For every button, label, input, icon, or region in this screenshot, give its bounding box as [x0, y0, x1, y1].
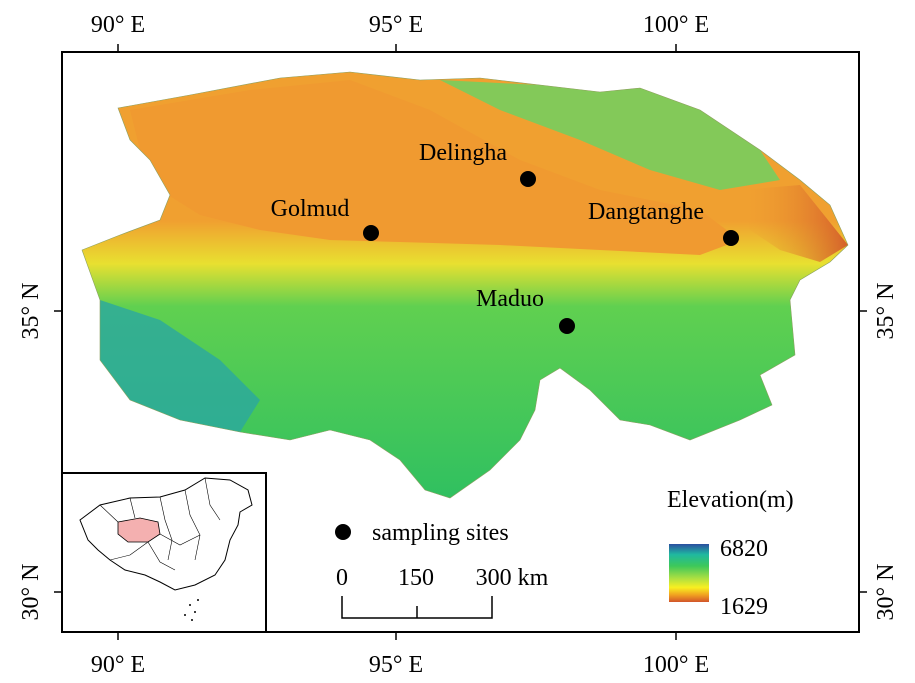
- elevation-min-label: 1629: [720, 594, 768, 620]
- bottom-tick-label-90: 90° E: [91, 652, 145, 678]
- site-delingha: Delingha: [419, 140, 536, 187]
- legend-sites-label: sampling sites: [372, 520, 509, 546]
- right-tick-label-35: 35° N: [873, 283, 899, 340]
- site-label: Delingha: [419, 140, 507, 166]
- scale-label-0: 0: [336, 565, 348, 591]
- top-tick-label-95: 95° E: [369, 12, 423, 38]
- left-tick-label-35: 35° N: [18, 283, 44, 340]
- scale-bar: 0 150 300 km: [336, 565, 549, 619]
- elevation-max-label: 6820: [720, 536, 768, 562]
- site-label: Maduo: [476, 286, 544, 312]
- site-marker: [559, 318, 575, 334]
- qinghai-highlight: [117, 517, 161, 543]
- china-inset-map: [61, 472, 267, 633]
- site-marker: [520, 171, 536, 187]
- site-marker: [363, 225, 379, 241]
- legend-site-marker: [335, 524, 351, 540]
- top-tick-label-90: 90° E: [91, 12, 145, 38]
- scale-bar-line: [341, 596, 493, 619]
- graticule-ticks: [54, 44, 867, 640]
- site-dangtanghe: Dangtanghe: [588, 199, 739, 246]
- left-tick-label-30: 30° N: [18, 564, 44, 621]
- elevation-title: Elevation(m): [667, 487, 794, 513]
- sampling-sites-legend: sampling sites: [335, 520, 509, 546]
- site-maduo: Maduo: [476, 286, 575, 334]
- bottom-tick-label-100: 100° E: [643, 652, 709, 678]
- top-tick-label-100: 100° E: [643, 12, 709, 38]
- right-tick-label-30: 30° N: [873, 564, 899, 621]
- site-label: Dangtanghe: [588, 199, 704, 225]
- scale-label-150: 150: [398, 565, 434, 591]
- bottom-tick-label-95: 95° E: [369, 652, 423, 678]
- elevation-legend: Elevation(m) 6820 1629: [667, 487, 794, 620]
- scale-label-300: 300 km: [476, 565, 549, 591]
- elevation-colorbar: [669, 544, 709, 602]
- site-label: Golmud: [271, 196, 350, 222]
- site-golmud: Golmud: [271, 196, 379, 241]
- site-marker: [723, 230, 739, 246]
- province-elevation-raster: [81, 71, 849, 499]
